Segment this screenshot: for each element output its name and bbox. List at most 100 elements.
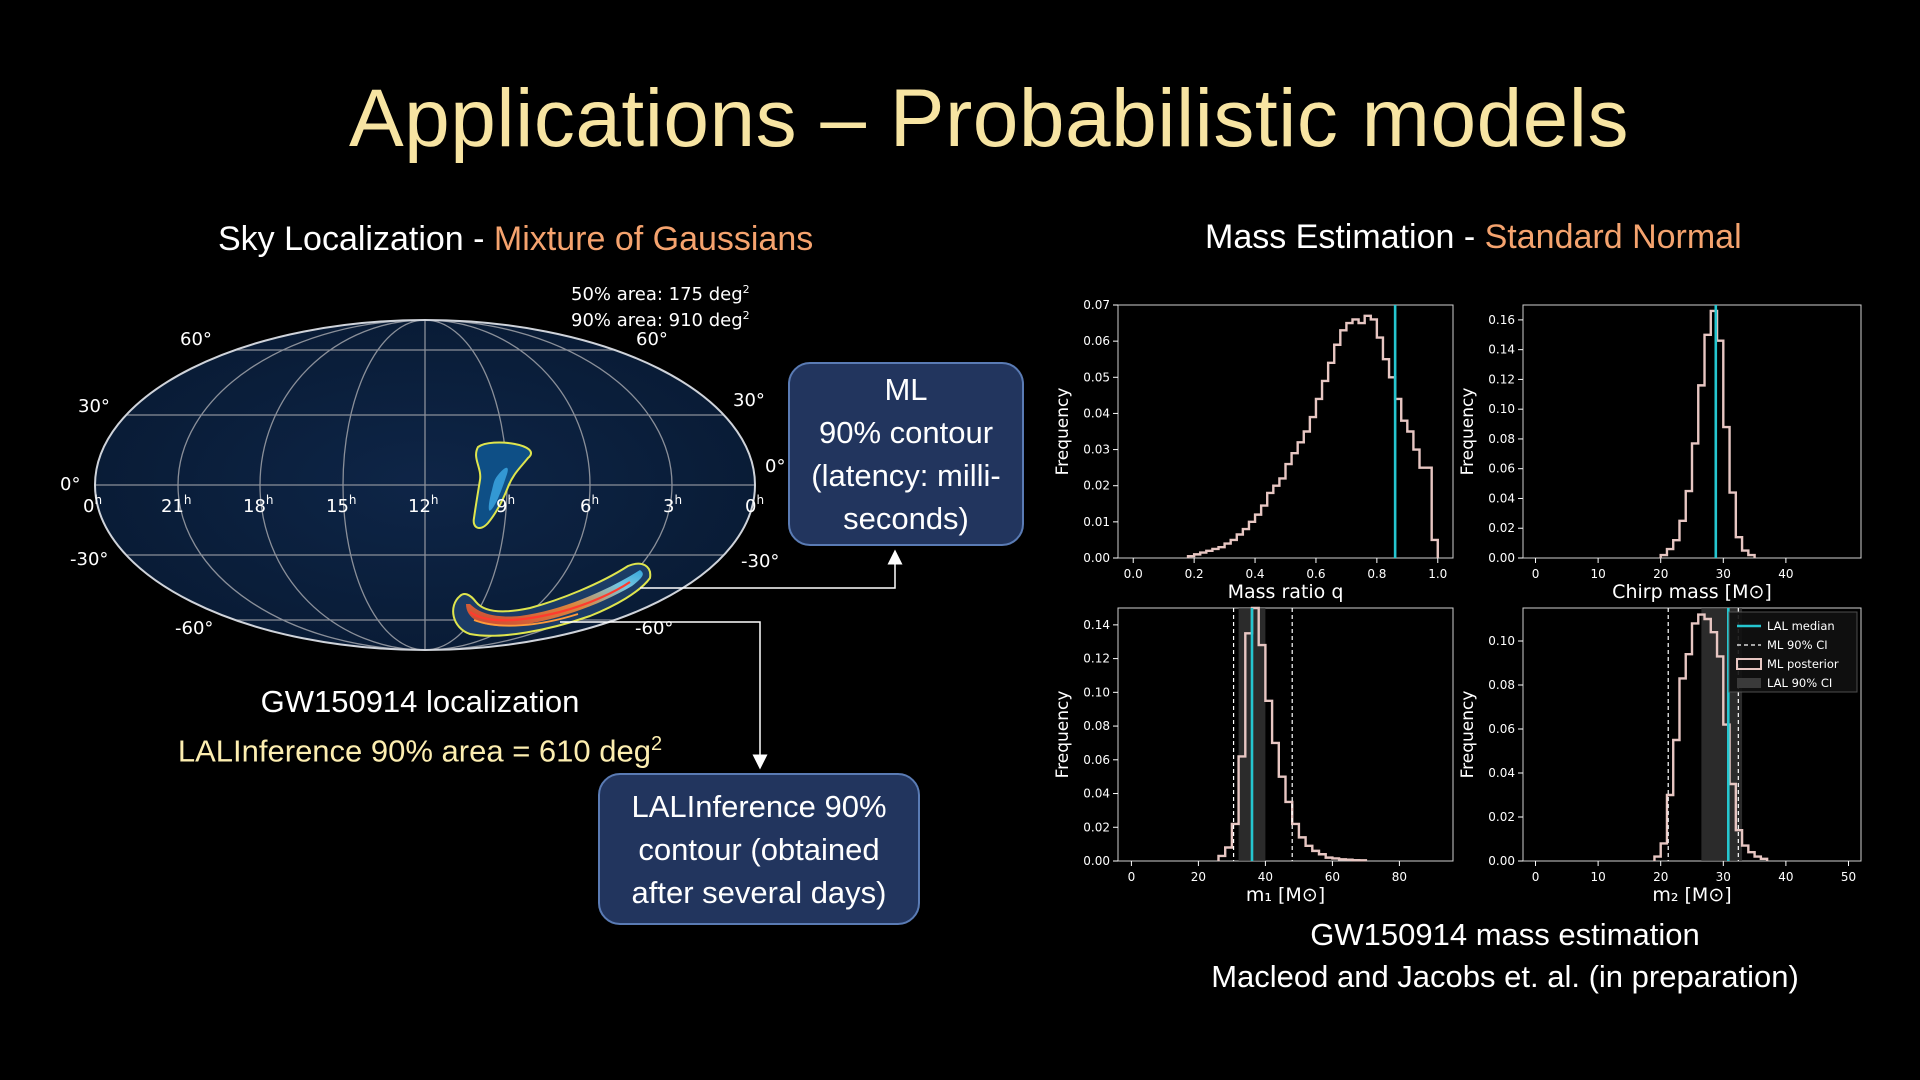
- x-axis-label: m₂ [M⊙]: [1652, 884, 1731, 906]
- x-tick-label: 10: [1590, 567, 1605, 581]
- x-tick-label: 0: [1532, 567, 1540, 581]
- x-tick-label: 0: [1128, 870, 1136, 884]
- dec-label-right-60: 60°: [636, 329, 668, 350]
- x-tick-label: 20: [1653, 567, 1668, 581]
- y-tick-label: 0.08: [1083, 719, 1110, 733]
- y-tick-label: 0.12: [1488, 372, 1515, 386]
- dec-label-right-0: 0°: [765, 456, 785, 477]
- dec-label-right-30: 30°: [733, 390, 765, 411]
- mass-caption-line2: Macleod and Jacobs et. al. (in preparati…: [1211, 959, 1799, 994]
- y-tick-label: 0.00: [1083, 854, 1110, 868]
- ml-posterior-histogram: [1659, 309, 1756, 558]
- y-tick-label: 0.00: [1488, 854, 1515, 868]
- slide-title: Applications – Probabilistic models: [348, 73, 1629, 164]
- y-tick-label: 0.10: [1488, 634, 1515, 648]
- sky-caption-line2: LALInference 90% area = 610 deg2: [177, 733, 663, 769]
- histogram-chirp-mass: 0 10 20 30 40 0.00 0.02 0.04 0.06 0.08 0.10 0.12 0.1…: [1458, 304, 1862, 603]
- histogram-mass-ratio: 0.0 0.2 0.4 0.6 0.8 1.0 0.00 0.01 0.02 0.03 0.04 0.…: [1053, 298, 1454, 603]
- y-tick-label: 0.14: [1083, 618, 1110, 632]
- ml-connector-arrow: [640, 549, 903, 589]
- dec-label-left-m60: -60°: [175, 618, 213, 639]
- plot-area: [1522, 304, 1862, 559]
- dec-label-left-60: 60°: [180, 329, 212, 350]
- sky-localization-heading: Sky Localization - Mixture of Gaussians: [218, 220, 813, 259]
- ml-contour: [472, 441, 532, 529]
- ra-label-3: 3h: [663, 493, 682, 517]
- x-tick-label: 50: [1841, 870, 1856, 884]
- mass-heading-prefix: Mass Estimation -: [1205, 218, 1485, 256]
- lal-connector-arrow: [560, 621, 768, 770]
- legend-entry-label: LAL median: [1767, 619, 1835, 633]
- y-tick-label: 0.10: [1083, 685, 1110, 699]
- y-tick-label: 0.04: [1488, 491, 1515, 505]
- area-90-text: 90% area: 910 deg2: [571, 309, 750, 331]
- y-tick-label: 0.02: [1083, 820, 1110, 834]
- sky-map-area-legend: 50% area: 175 deg2 90% area: 910 deg2: [571, 279, 750, 331]
- x-tick-label: 0: [1532, 870, 1540, 884]
- sky-heading-method: Mixture of Gaussians: [493, 220, 814, 258]
- sky-caption-line1: GW150914 localization: [260, 684, 580, 719]
- y-axis-label: Frequency: [1458, 691, 1478, 779]
- y-tick-label: 0.10: [1488, 402, 1515, 416]
- legend-swatch-ml-posterior: [1736, 658, 1762, 670]
- x-tick-label: 0.8: [1367, 567, 1386, 581]
- y-tick-label: 0.00: [1083, 551, 1110, 565]
- mass-histograms: 0.0 0.2 0.4 0.6 0.8 1.0 0.00 0.01 0.02 0.03 0.04 0.…: [1053, 298, 1862, 906]
- sky-heading-prefix: Sky Localization -: [218, 220, 494, 258]
- lal-contour: [452, 562, 652, 637]
- ra-label-15: 15h: [326, 493, 357, 517]
- y-tick-label: 0.06: [1083, 753, 1110, 767]
- callout-lal-line2: contour (obtained: [638, 831, 880, 867]
- x-tick-label: 10: [1590, 870, 1605, 884]
- sky-map: 60° 30° 0° -30° -60° 60° 30° 0° -30° -60…: [60, 319, 785, 651]
- x-tick-label: 80: [1392, 870, 1407, 884]
- x-tick-label: 40: [1778, 870, 1793, 884]
- x-tick-label: 40: [1778, 567, 1793, 581]
- callout-ml-line1: ML: [884, 372, 928, 407]
- x-tick-label: 20: [1191, 870, 1206, 884]
- ra-label-18: 18h: [243, 493, 274, 517]
- ra-label-0-left: 0h: [83, 493, 102, 517]
- dec-label-left-m30: -30°: [70, 549, 108, 570]
- y-axis-label: Frequency: [1458, 388, 1478, 476]
- x-tick-label: 0.0: [1124, 567, 1143, 581]
- x-axis-label: Mass ratio q: [1228, 581, 1344, 603]
- y-tick-label: 0.06: [1488, 722, 1515, 736]
- dec-label-right-m30: -30°: [741, 551, 779, 572]
- area-50-text: 50% area: 175 deg2: [571, 283, 750, 305]
- y-tick-label: 0.07: [1083, 298, 1110, 312]
- x-tick-label: 1.0: [1428, 567, 1447, 581]
- dec-label-left-0: 0°: [60, 474, 80, 495]
- x-tick-label: 40: [1258, 870, 1273, 884]
- mass-estimation-heading: Mass Estimation - Standard Normal: [1205, 218, 1742, 257]
- legend-entry-label: ML posterior: [1767, 657, 1839, 671]
- callout-ml-line4: seconds): [843, 501, 969, 536]
- ra-label-21: 21h: [161, 493, 192, 517]
- y-tick-label: 0.02: [1083, 479, 1110, 493]
- legend-entry-label: ML 90% CI: [1767, 638, 1828, 652]
- ra-label-0-right: 0h: [745, 493, 764, 517]
- y-tick-label: 0.06: [1488, 462, 1515, 476]
- ra-label-6: 6h: [580, 493, 599, 517]
- dec-label-right-m60: -60°: [635, 618, 673, 639]
- x-tick-label: 0.2: [1185, 567, 1204, 581]
- y-tick-label: 0.16: [1488, 313, 1515, 327]
- y-tick-label: 0.04: [1488, 766, 1515, 780]
- callout-lal-line3: after several days): [631, 874, 887, 910]
- x-tick-label: 30: [1716, 567, 1731, 581]
- callout-ml-line2: 90% contour: [818, 415, 994, 450]
- mass-caption-line1: GW150914 mass estimation: [1310, 917, 1700, 952]
- callout-ml-line3: (latency: milli-: [811, 458, 1001, 493]
- callout-lal-contour: LALInference 90% contour (obtained after…: [598, 773, 920, 925]
- x-axis-label: Chirp mass [M⊙]: [1612, 581, 1772, 603]
- y-tick-label: 0.03: [1083, 443, 1110, 457]
- histogram-m1: 0 20 40 60 80 0.00 0.02 0.04 0.06 0.08 0.10 0.12 0.1…: [1053, 606, 1454, 906]
- x-axis-label: m₁ [M⊙]: [1246, 884, 1325, 906]
- y-axis-label: Frequency: [1053, 691, 1073, 779]
- ra-label-12: 12h: [408, 493, 439, 517]
- x-tick-label: 20: [1653, 870, 1668, 884]
- sky-localization-caption: GW150914 localization LALInference 90% a…: [170, 681, 670, 772]
- y-tick-label: 0.04: [1083, 787, 1110, 801]
- x-tick-label: 30: [1716, 870, 1731, 884]
- plot-area: [1117, 304, 1454, 559]
